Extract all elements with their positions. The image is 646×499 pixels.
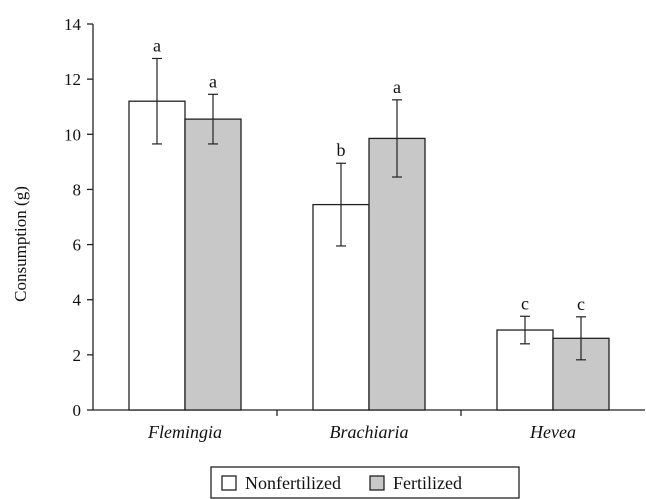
significance-label: c (577, 294, 585, 314)
significance-label: a (153, 35, 161, 55)
bar-fertilized-flemingia (184, 118, 242, 411)
legend-box (210, 466, 520, 499)
legend-label-nonfertilized: Nonfertilized (245, 473, 341, 493)
bar-nonfertilized-flemingia (128, 100, 186, 411)
bars: a a b a c c (128, 35, 610, 411)
significance-label: b (337, 140, 346, 160)
significance-label: c (521, 293, 529, 313)
y-tick-label: 8 (73, 180, 82, 199)
y-tick-label: 0 (73, 401, 82, 420)
significance-label: a (209, 71, 217, 91)
y-tick-label: 14 (64, 15, 82, 34)
x-tick-label: Flemingia (147, 422, 222, 442)
y-tick-label: 2 (73, 346, 82, 365)
bar-fertilized-brachiaria (368, 137, 426, 411)
x-tick-label: Hevea (529, 422, 576, 442)
y-tick-label: 10 (64, 125, 81, 144)
y-tick-label: 12 (64, 70, 81, 89)
legend-swatch-nonfertilized (221, 475, 237, 491)
y-axis-title: Consumption (g) (11, 186, 30, 302)
x-tick-label: Brachiaria (330, 422, 409, 442)
legend-label-fertilized: Fertilized (393, 473, 462, 493)
significance-label: a (393, 77, 401, 97)
x-axis: Flemingia Brachiaria Hevea (93, 409, 645, 442)
y-tick-label: 4 (73, 291, 82, 310)
y-tick-label: 6 (73, 236, 82, 255)
y-axis: 0 2 4 6 8 10 12 14 (64, 15, 94, 420)
legend-swatch-fertilized (369, 475, 385, 491)
legend: Nonfertilized Fertilized (210, 466, 520, 499)
